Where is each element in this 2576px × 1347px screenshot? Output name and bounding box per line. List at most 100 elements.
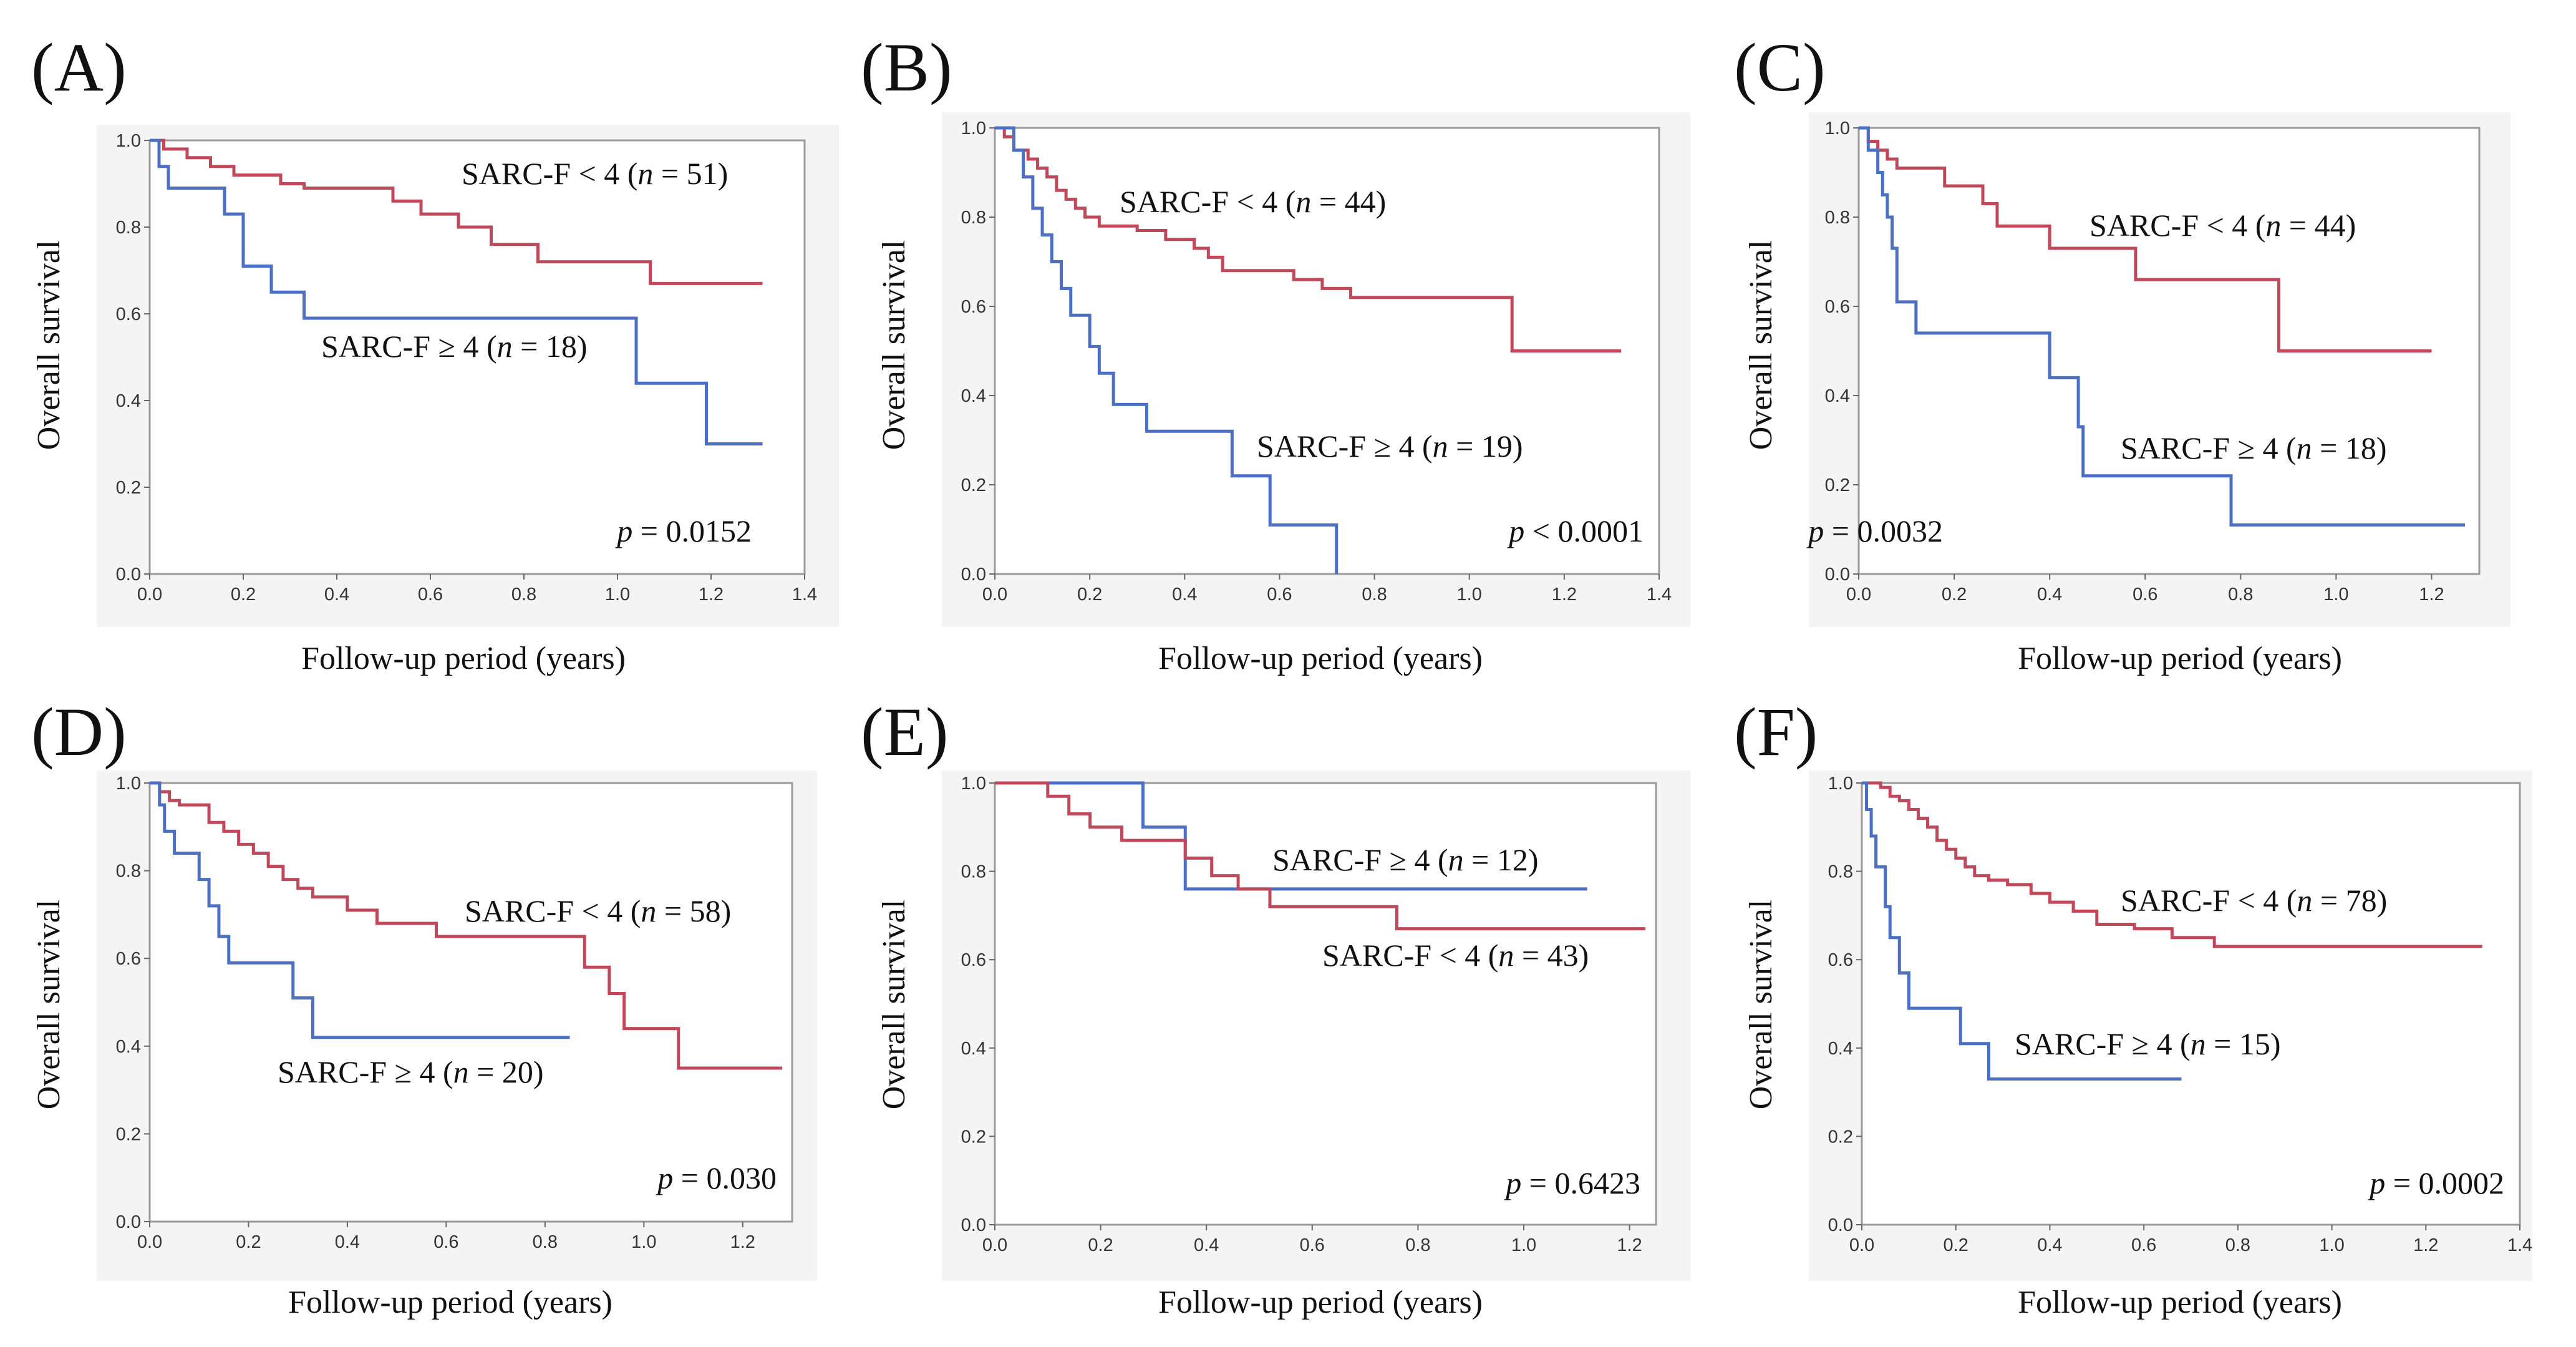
km-panel-e: 0.0 0.2 0.4 0.6 0.8 1.0 0.0 0.2 0.4 0.6 0.8 1.0 1.2 S…	[861, 694, 1690, 1320]
y-tick-label: 0.6	[116, 949, 141, 969]
km-panel-b: 0.0 0.2 0.4 0.6 0.8 1.0 0.0 0.2 0.4 0.6 0.8 1.0 1.2 1…	[861, 29, 1690, 676]
p-value-label: p = 0.0032	[1806, 513, 1943, 548]
km-curve-sarcf-high	[150, 781, 570, 1039]
x-axis-title: Follow-up period (years)	[1158, 1285, 1483, 1320]
km-curve-sarcf-high	[150, 139, 763, 445]
x-tick-label: 1.2	[2419, 585, 2444, 605]
p-value-label: p < 0.0001	[1507, 513, 1644, 548]
x-axis-title: Follow-up period (years)	[2018, 641, 2342, 676]
y-tick-label: 0.4	[116, 391, 141, 411]
x-axis-title: Follow-up period (years)	[301, 641, 626, 676]
series-label: SARC-F ≥ 4 (n = 18)	[2121, 430, 2387, 465]
x-tick-label: 0.4	[1172, 585, 1197, 605]
y-tick-label: 0.0	[1828, 1215, 1853, 1235]
x-tick-label: 1.0	[631, 1232, 656, 1252]
y-tick-label: 0.8	[961, 862, 986, 882]
km-curve-sarcf-low	[150, 139, 763, 285]
x-tick-label: 1.2	[1617, 1235, 1642, 1255]
y-tick-label: 0.0	[961, 565, 986, 585]
x-tick-label: 0.4	[2037, 585, 2062, 605]
x-tick-label: 0.0	[137, 585, 162, 605]
y-tick-label: 0.6	[1828, 950, 1853, 970]
x-tick-label: 0.2	[1942, 585, 1967, 605]
y-tick-label: 0.4	[1825, 386, 1850, 406]
plot-area-frame	[148, 782, 793, 1223]
y-tick-label: 0.6	[1825, 297, 1850, 317]
series-label: SARC-F ≥ 4 (n = 12)	[1272, 842, 1539, 877]
y-axis-title: Overall survival	[1743, 900, 1779, 1109]
y-tick-label: 0.8	[961, 208, 986, 228]
km-curve-sarcf-high	[995, 126, 1339, 574]
p-value-label: p = 0.0002	[2368, 1165, 2504, 1200]
km-panel-f: 0.0 0.2 0.4 0.6 0.8 1.0 0.0 0.2 0.4 0.6 0.8 1.0 1.2 1…	[1734, 694, 2532, 1320]
x-tick-label: 1.2	[730, 1232, 755, 1252]
y-axis-title: Overall survival	[31, 900, 67, 1109]
series-label: SARC-F < 4 (n = 44)	[2089, 208, 2356, 243]
y-tick-label: 1.0	[961, 119, 986, 139]
x-tick-label: 0.0	[137, 1232, 162, 1252]
y-tick-label: 0.8	[116, 218, 141, 238]
x-tick-label: 0.0	[1846, 585, 1871, 605]
series-label: SARC-F < 4 (n = 78)	[2121, 883, 2387, 918]
panel-letter: (C)	[1734, 29, 1826, 105]
series-label: SARC-F ≥ 4 (n = 18)	[321, 329, 588, 364]
plot-area-frame	[148, 139, 806, 575]
series-label: SARC-F ≥ 4 (n = 19)	[1257, 429, 1523, 464]
x-tick-label: 0.2	[231, 585, 256, 605]
y-tick-label: 0.0	[1825, 565, 1850, 585]
km-curve-sarcf-low	[995, 781, 1646, 931]
x-tick-label: 0.6	[433, 1232, 458, 1252]
y-tick-label: 0.2	[1825, 475, 1850, 495]
p-value-label: p = 0.6423	[1504, 1165, 1640, 1200]
x-tick-label: 0.0	[1849, 1235, 1874, 1255]
panel-letter: (F)	[1734, 694, 1818, 770]
y-tick-label: 0.6	[116, 304, 141, 324]
y-tick-label: 1.0	[1825, 119, 1850, 139]
y-axis-title: Overall survival	[31, 240, 67, 450]
x-tick-label: 1.2	[2413, 1235, 2438, 1255]
y-tick-label: 0.2	[1828, 1127, 1853, 1147]
km-curve-sarcf-low	[1862, 781, 2482, 948]
y-tick-label: 0.8	[1828, 862, 1853, 882]
x-tick-label: 1.4	[1647, 585, 1672, 605]
y-axis-title: Overall survival	[876, 240, 912, 450]
y-tick-label: 0.4	[1828, 1039, 1853, 1059]
y-tick-label: 0.0	[116, 1212, 141, 1232]
x-tick-label: 0.6	[2133, 585, 2157, 605]
x-tick-label: 0.8	[511, 585, 536, 605]
y-tick-label: 1.0	[116, 774, 141, 794]
series-label: SARC-F < 4 (n = 43)	[1322, 938, 1589, 973]
x-axis-title: Follow-up period (years)	[2018, 1285, 2342, 1320]
x-tick-label: 0.4	[1194, 1235, 1219, 1255]
plot-area-frame	[1861, 782, 2521, 1226]
y-tick-label: 1.0	[1828, 774, 1853, 794]
p-value-label: p = 0.030	[656, 1160, 777, 1195]
y-tick-label: 1.0	[961, 774, 986, 794]
series-label: SARC-F ≥ 4 (n = 20)	[278, 1054, 544, 1089]
y-tick-label: 0.4	[961, 386, 986, 406]
x-tick-label: 1.2	[699, 585, 724, 605]
y-tick-label: 0.0	[116, 565, 141, 585]
x-tick-label: 0.2	[1088, 1235, 1113, 1255]
y-tick-label: 1.0	[116, 131, 141, 151]
km-curve-sarcf-low	[150, 781, 783, 1070]
x-tick-label: 1.0	[2323, 585, 2348, 605]
y-tick-label: 0.2	[961, 475, 986, 495]
x-tick-label: 0.0	[982, 1235, 1007, 1255]
x-tick-label: 0.6	[2131, 1235, 2156, 1255]
series-label: SARC-F ≥ 4 (n = 15)	[2015, 1026, 2281, 1061]
y-tick-label: 0.0	[961, 1215, 986, 1235]
km-panel-d: 0.0 0.2 0.4 0.6 0.8 1.0 0.0 0.2 0.4 0.6 0.8 1.0 1.2 S…	[31, 694, 817, 1320]
x-tick-label: 0.2	[236, 1232, 261, 1252]
x-tick-label: 1.0	[1511, 1235, 1536, 1255]
x-tick-label: 1.2	[1552, 585, 1577, 605]
panel-letter: (E)	[861, 694, 948, 770]
y-axis-title: Overall survival	[876, 900, 912, 1109]
x-tick-label: 0.8	[2228, 585, 2253, 605]
y-tick-label: 0.2	[116, 478, 141, 498]
y-tick-label: 0.6	[961, 297, 986, 317]
km-curve-sarcf-high	[1862, 781, 2182, 1081]
x-tick-label: 0.2	[1944, 1235, 1968, 1255]
km-curve-sarcf-low	[1859, 126, 2432, 353]
plot-area-frame	[994, 782, 1657, 1226]
